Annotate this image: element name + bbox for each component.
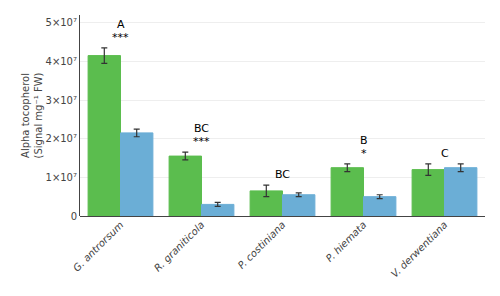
svg-text:***: *** [193, 135, 210, 148]
svg-text:B: B [360, 134, 368, 147]
svg-text:5×10⁷: 5×10⁷ [46, 17, 77, 28]
svg-text:Alpha tocopherol(Signal mg⁻¹ F: Alpha tocopherol(Signal mg⁻¹ FW) [20, 72, 44, 158]
svg-text:C: C [441, 147, 449, 160]
svg-text:3×10⁷: 3×10⁷ [46, 95, 77, 106]
svg-text:P. hiemata: P. hiemata [324, 219, 369, 264]
svg-text:P. costiniana: P. costiniana [236, 219, 288, 271]
svg-text:G. antrorsum: G. antrorsum [71, 219, 126, 274]
svg-text:R. graniticola: R. graniticola [152, 219, 207, 274]
svg-text:1×10⁷: 1×10⁷ [46, 172, 77, 183]
svg-text:BC: BC [275, 168, 290, 181]
svg-text:0: 0 [71, 211, 77, 222]
svg-text:2×10⁷: 2×10⁷ [46, 133, 77, 144]
svg-text:A: A [117, 18, 125, 31]
svg-text:V. derwentiana: V. derwentiana [389, 219, 450, 280]
svg-text:*: * [361, 147, 367, 160]
svg-text:4×10⁷: 4×10⁷ [46, 56, 77, 67]
svg-text:BC: BC [194, 122, 209, 135]
svg-text:***: *** [112, 31, 129, 44]
